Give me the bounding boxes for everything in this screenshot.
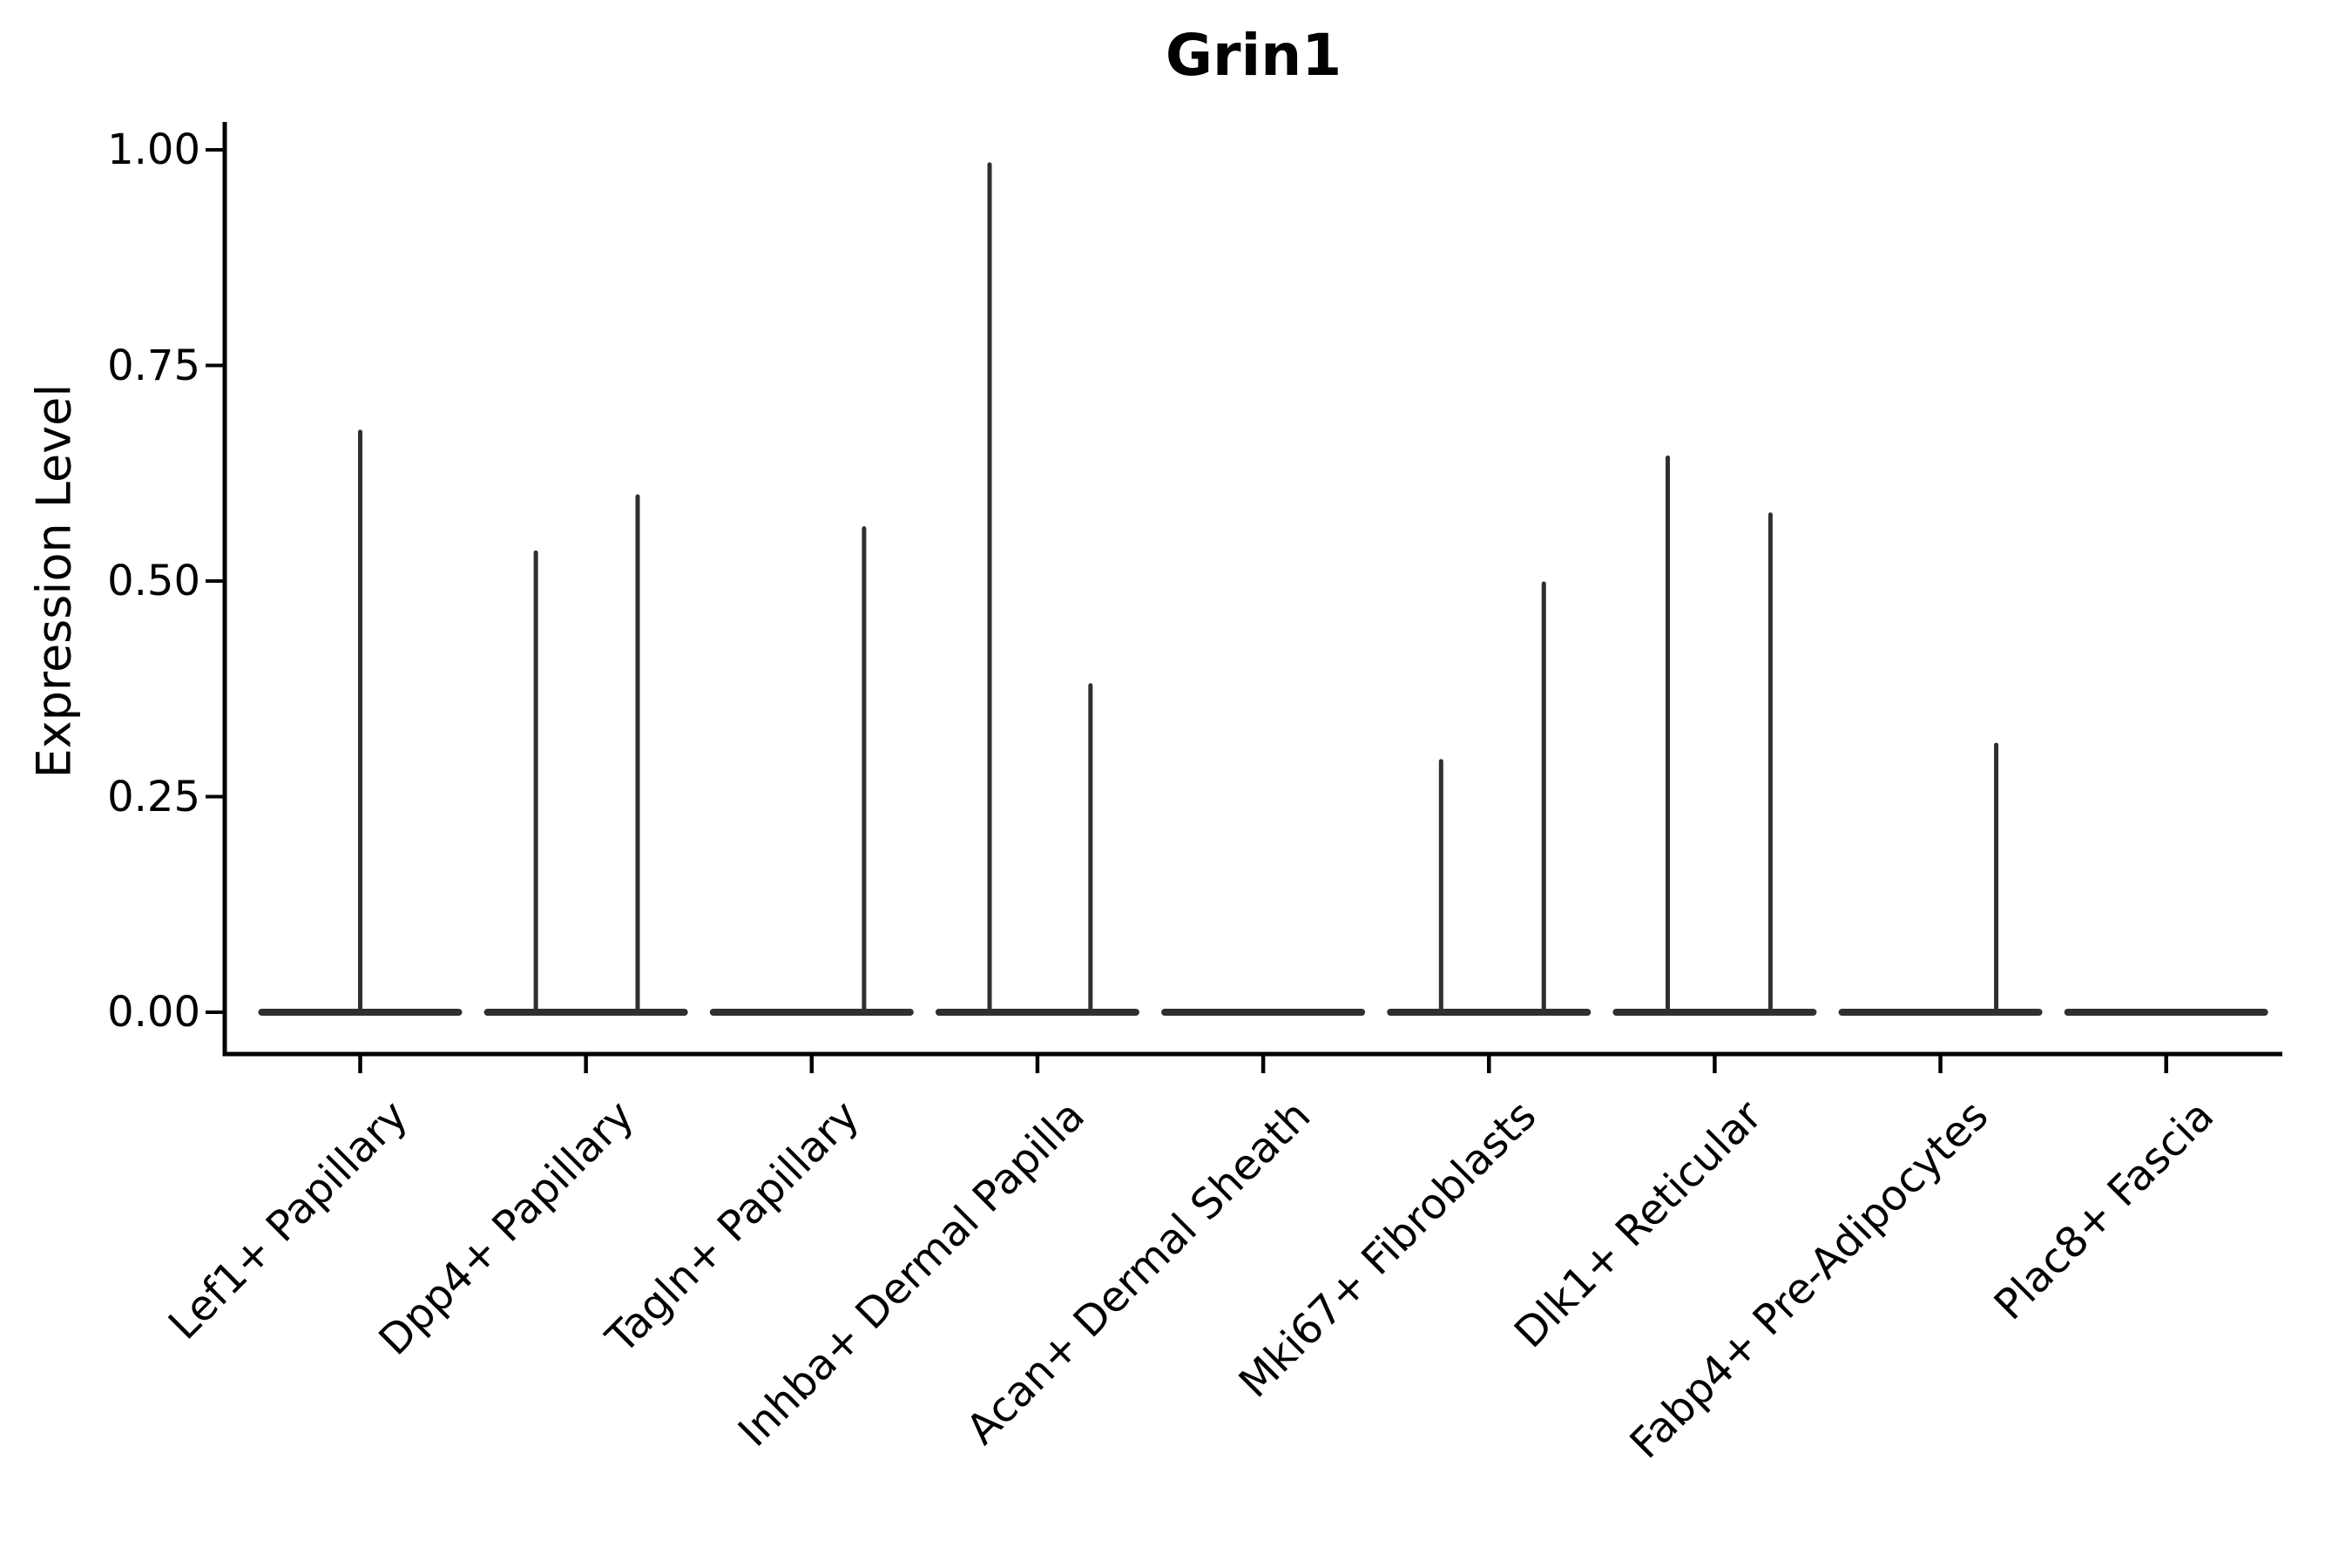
y-tick-label: 0.75 [107, 341, 200, 390]
violin-base [1387, 1009, 1592, 1016]
y-tick-label: 1.00 [107, 125, 200, 174]
y-tick-label: 0.25 [107, 772, 200, 821]
violin-base [935, 1009, 1139, 1016]
violin-base [1612, 1009, 1817, 1016]
violin-base [2064, 1009, 2268, 1016]
violin-base [709, 1009, 914, 1016]
chart-title: Grin1 [1165, 22, 1342, 89]
violin-base [1161, 1009, 1366, 1016]
violin-base [1838, 1009, 2043, 1016]
y-tick-label: 0.00 [107, 988, 200, 1037]
violin-base [483, 1009, 688, 1016]
y-tick-label: 0.50 [107, 557, 200, 605]
